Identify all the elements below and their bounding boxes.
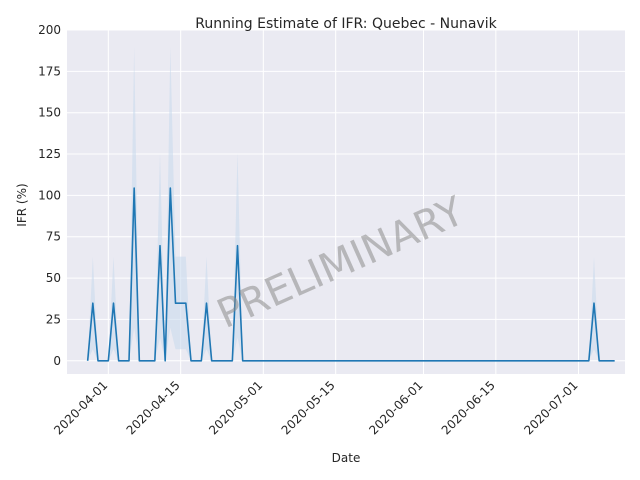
- chart-title: Running Estimate of IFR: Quebec - Nunavi…: [195, 16, 497, 32]
- y-tick-label: 50: [46, 271, 61, 285]
- y-tick-label: 150: [38, 106, 61, 120]
- x-tick-label: 2020-04-01: [51, 378, 110, 437]
- y-tick-label: 100: [38, 188, 61, 202]
- y-tick-label: 0: [53, 354, 61, 368]
- ifr-line: [86, 187, 615, 362]
- x-tick-label: 2020-06-15: [439, 378, 498, 437]
- x-tick-label: 2020-05-01: [206, 378, 265, 437]
- y-tick-label: 200: [38, 23, 61, 37]
- x-tick-label: 2020-04-15: [124, 378, 183, 437]
- series-line: [86, 187, 615, 362]
- y-tick-label: 175: [38, 64, 61, 78]
- y-tick-label: 75: [46, 230, 61, 244]
- x-tick-label: 2020-05-15: [279, 378, 338, 437]
- plot-background: [67, 30, 625, 374]
- x-tick-label: 2020-06-01: [366, 378, 425, 437]
- x-tick-label: 2020-07-01: [521, 378, 580, 437]
- y-tick-label: 125: [38, 147, 61, 161]
- y-axis-label: IFR (%): [15, 183, 29, 226]
- x-axis-label: Date: [332, 451, 361, 465]
- y-tick-label: 25: [46, 312, 61, 326]
